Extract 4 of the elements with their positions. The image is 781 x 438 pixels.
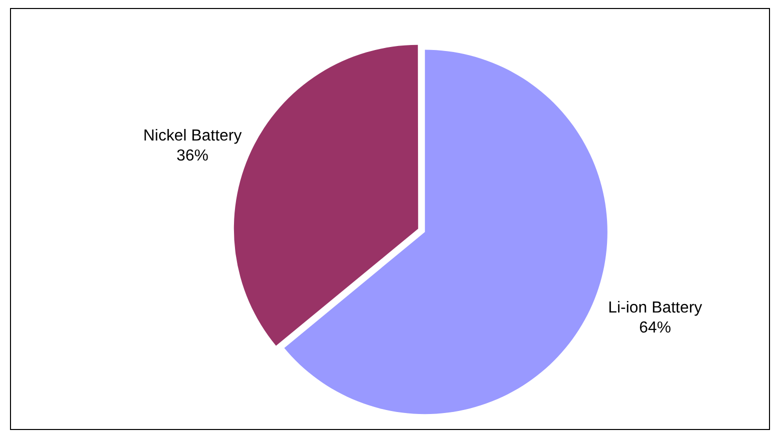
- data-label: 36%: [176, 147, 208, 164]
- slice-label: Li-ion Battery: [608, 299, 702, 316]
- slice-label: Nickel Battery: [143, 127, 242, 144]
- data-label: 64%: [639, 319, 672, 336]
